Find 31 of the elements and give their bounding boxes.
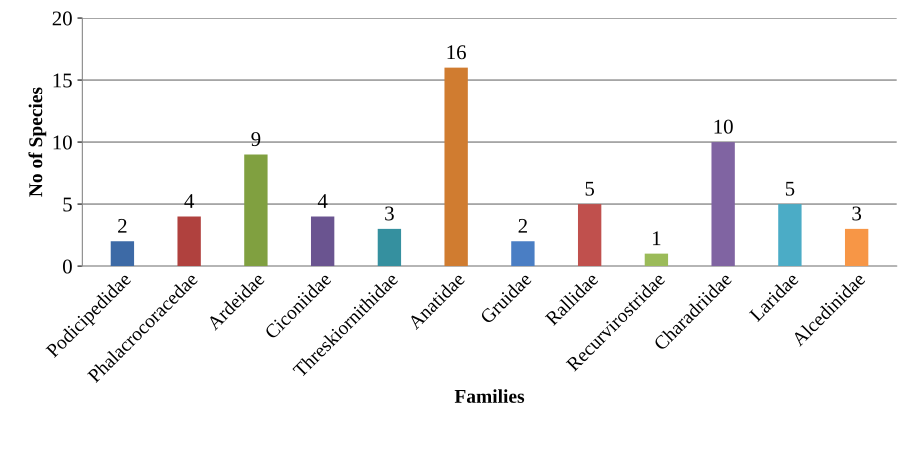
- data-label: 4: [318, 194, 328, 208]
- bar: [244, 154, 268, 266]
- data-label: 4: [184, 194, 194, 208]
- y-tick-label: 0: [63, 259, 72, 274]
- bar: [778, 204, 802, 266]
- data-label: 2: [118, 218, 126, 233]
- bar: [177, 216, 201, 266]
- data-label: 5: [586, 182, 594, 196]
- y-tick-label: 10: [54, 135, 72, 150]
- y-tick-label: 5: [63, 198, 72, 212]
- bar: [578, 204, 602, 266]
- bar: [310, 216, 334, 266]
- data-label: 10: [714, 120, 733, 134]
- bar: [511, 241, 535, 266]
- bar: [844, 228, 868, 266]
- y-tick-label: 15: [54, 74, 72, 88]
- bar: [110, 241, 134, 266]
- data-label: 16: [448, 45, 466, 60]
- bar: [644, 254, 668, 266]
- data-label: 3: [852, 206, 862, 220]
- bar: [378, 228, 402, 266]
- data-label: 2: [518, 218, 527, 233]
- y-tick-label: 20: [52, 11, 72, 26]
- data-label: 5: [786, 182, 794, 196]
- data-label: 9: [251, 132, 260, 146]
- bar: [711, 142, 735, 266]
- y-axis-title: No of Species: [28, 87, 46, 197]
- data-label: 3: [385, 206, 394, 220]
- data-label: 1: [653, 231, 660, 246]
- bar: [444, 68, 468, 266]
- x-axis-title: Families: [454, 389, 524, 403]
